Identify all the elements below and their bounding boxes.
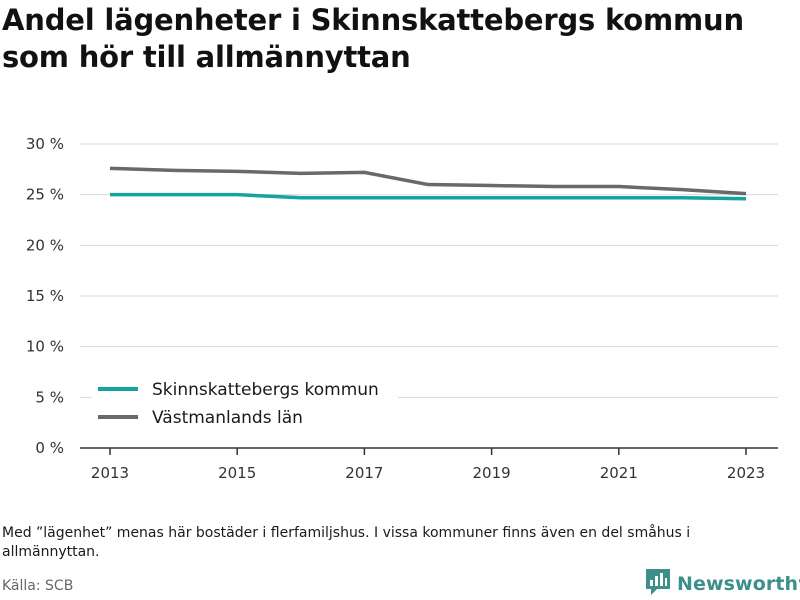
y-tick-label: 25 % xyxy=(26,186,64,204)
footnote: Med ”lägenhet” menas här bostäder i fler… xyxy=(2,525,691,560)
source-label: Källa: SCB xyxy=(2,578,74,594)
series-lines xyxy=(109,166,747,201)
legend-background xyxy=(92,374,398,434)
legend-label: Västmanlands län xyxy=(152,408,303,428)
x-tick-label: 2015 xyxy=(218,464,256,482)
chart-title: Andel lägenheter i Skinnskattebergs komm… xyxy=(2,3,744,74)
series-line-skinnskattebergs-kommun xyxy=(110,192,747,201)
y-tick-label: 5 % xyxy=(35,388,64,406)
x-tick-label: 2023 xyxy=(727,464,765,482)
x-tick-label: 2019 xyxy=(473,464,511,482)
newsworthy-logo-icon xyxy=(645,568,671,600)
y-tick-label: 15 % xyxy=(26,287,64,305)
x-tick-label: 2017 xyxy=(345,464,383,482)
x-tick-label: 2021 xyxy=(600,464,638,482)
x-tick-label: 2013 xyxy=(91,464,129,482)
grid-lines xyxy=(80,143,778,398)
y-tick-label: 30 % xyxy=(26,135,64,153)
y-axis-ticks: 0 % 5 % 10 % 15 % 20 % 25 % 30 % xyxy=(26,135,64,457)
series-line-västmanlands-län xyxy=(109,166,747,196)
y-tick-label: 20 % xyxy=(26,236,64,254)
legend-label: Skinnskattebergs kommun xyxy=(152,380,379,400)
y-tick-label: 10 % xyxy=(26,338,64,356)
y-tick-label: 0 % xyxy=(35,439,64,457)
brand-name: Newsworthy xyxy=(677,573,800,595)
brand-logo[interactable]: Newsworthy xyxy=(645,568,800,600)
legend: Skinnskattebergs kommun Västmanlands län xyxy=(92,374,398,434)
x-axis: 2013 2015 2017 2019 2021 2023 xyxy=(80,447,778,482)
